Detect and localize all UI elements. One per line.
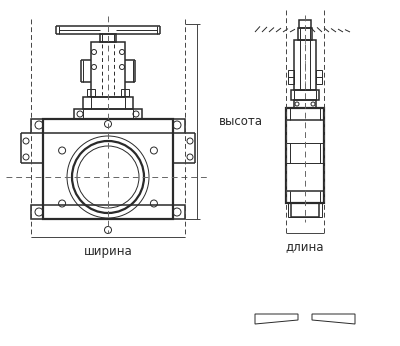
Bar: [74, 109, 142, 119]
Bar: [298, 28, 312, 40]
Bar: [286, 191, 324, 203]
Bar: [31, 205, 185, 219]
Bar: [300, 40, 310, 90]
Bar: [299, 20, 311, 28]
Bar: [291, 203, 319, 217]
Bar: [294, 100, 316, 108]
Bar: [294, 40, 316, 90]
Bar: [83, 97, 133, 109]
Bar: [87, 89, 95, 96]
Bar: [43, 119, 173, 219]
Bar: [291, 90, 319, 100]
Text: высота: высота: [219, 115, 263, 128]
Bar: [286, 143, 324, 163]
Bar: [288, 70, 294, 84]
Bar: [286, 108, 324, 120]
Bar: [286, 108, 324, 203]
Bar: [316, 70, 322, 84]
Text: длина: длина: [286, 240, 324, 254]
Bar: [31, 119, 185, 133]
Bar: [91, 42, 125, 97]
Bar: [121, 89, 129, 96]
Bar: [100, 34, 116, 42]
Text: ширина: ширина: [84, 245, 132, 257]
Bar: [288, 203, 322, 217]
